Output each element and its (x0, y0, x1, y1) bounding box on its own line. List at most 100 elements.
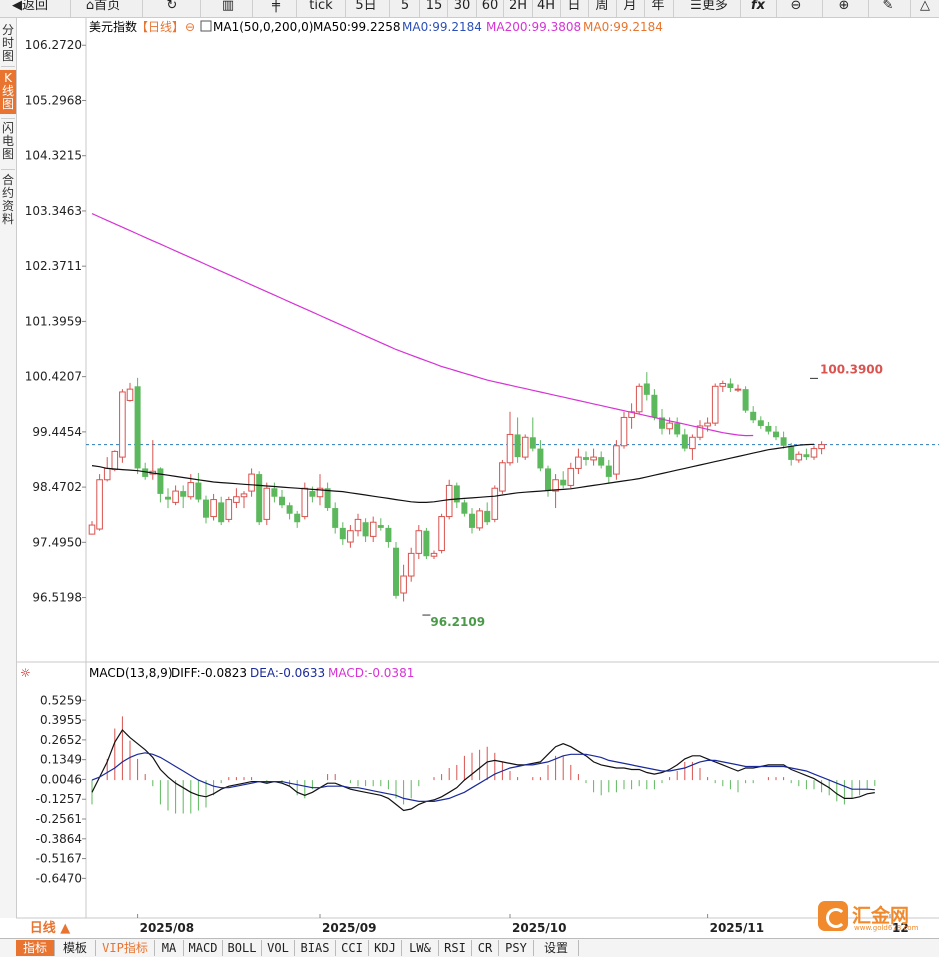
tab-lw[interactable]: LW& (402, 940, 439, 956)
price-tick-label: 98.4702 (32, 480, 82, 494)
candlestick-series[interactable] (88, 372, 825, 602)
candle-body (598, 457, 605, 466)
candle-body (788, 445, 795, 460)
legend-collapse-icon[interactable]: ⊖ (185, 20, 195, 34)
tick-button[interactable]: tick (309, 0, 333, 13)
indicator-selector-button[interactable]: ╪ (262, 0, 290, 17)
candle-body (810, 448, 818, 458)
period-month[interactable]: 月 (623, 0, 637, 13)
macd-settings-icon[interactable]: ☼ (20, 666, 31, 680)
tab-psy[interactable]: PSY (499, 940, 534, 956)
price-tick-label: 104.3215 (25, 149, 82, 163)
formula-button[interactable]: fx (750, 0, 766, 13)
bar-chart-icon: ▥ (221, 0, 235, 13)
candle-body (552, 479, 559, 492)
tab-indicators[interactable]: 指标 (16, 940, 55, 956)
period-day[interactable]: 日 (567, 0, 581, 13)
macd-tick-label: 0.0046 (40, 772, 82, 786)
tab-cr[interactable]: CR (472, 940, 499, 956)
candle-body (635, 385, 643, 413)
zoom-out-button[interactable]: ⊖ (786, 0, 806, 17)
candle-body (438, 516, 445, 552)
candle-body (279, 496, 285, 506)
legend-ma0: MA0:99.2184 (402, 20, 482, 34)
tab-settings[interactable]: 设置 (534, 940, 579, 956)
period-2h[interactable]: 2H (508, 0, 528, 13)
price-annotations: 100.3900 96.2109 (422, 362, 883, 629)
price-tick-label: 101.3959 (25, 314, 82, 328)
period-year[interactable]: 年 (651, 0, 665, 13)
candle-body (750, 411, 757, 421)
zoom-in-button[interactable]: ⊕ (834, 0, 854, 17)
indicator-icon (200, 20, 212, 32)
period-5day[interactable]: 5日 (355, 0, 377, 13)
candle-body (499, 462, 506, 492)
legend-macd-name: MACD(13,8,9) (89, 666, 173, 680)
home-button[interactable]: ⌂首页 (85, 0, 121, 13)
sidebar-item-contract-info[interactable]: 合约资料 (2, 173, 15, 226)
candle-body (316, 487, 324, 498)
candle-body (415, 530, 423, 554)
back-button[interactable]: ◀返回 (11, 0, 48, 13)
period-30min[interactable]: 30 (453, 0, 471, 13)
top-toolbar: ◀返回 ⌂首页 ↻ ▥ ╪ tick 5日 5 15 30 60 2H 4H 日… (0, 0, 939, 18)
candle-body (491, 487, 499, 520)
tab-ma[interactable]: MA (155, 940, 184, 956)
tab-rsi[interactable]: RSI (439, 940, 472, 956)
macd-tick-label: 0.1349 (40, 753, 82, 767)
candle-body (719, 382, 727, 387)
candle-body (385, 527, 392, 543)
candle-body (681, 434, 688, 449)
tab-kdj[interactable]: KDJ (369, 940, 402, 956)
period-tab[interactable]: 日线 ▲ (16, 920, 84, 938)
candle-body (514, 434, 521, 458)
candle-body (233, 496, 240, 503)
candle-body (674, 423, 681, 435)
period-15min[interactable]: 15 (425, 0, 443, 13)
period-60min[interactable]: 60 (481, 0, 499, 13)
tab-cci[interactable]: CCI (336, 940, 369, 956)
sidebar-item-timeshare[interactable]: 分时图 (2, 23, 15, 63)
tab-vip-indicators[interactable]: VIP指标 (96, 940, 155, 956)
tab-bias[interactable]: BIAS (295, 940, 336, 956)
candle-body (111, 450, 119, 471)
date-tick-label: 2025/08 (140, 921, 194, 935)
candle-body (567, 467, 575, 486)
date-tick-label: 2025/10 (512, 921, 566, 935)
price-tick-label: 105.2968 (25, 93, 82, 107)
tab-templates[interactable]: 模板 (55, 940, 96, 956)
period-week[interactable]: 周 (595, 0, 609, 13)
candle-body (765, 425, 772, 432)
date-axis: 2025/08 2025/09 2025/10 2025/11 12 (137, 914, 909, 935)
sidebar-item-lightning[interactable]: 闪电图 (2, 121, 15, 161)
candle-body (347, 530, 354, 543)
candle-body (256, 474, 263, 523)
low-label: 96.2109 (430, 615, 485, 629)
period-selector-button[interactable]: ▥ (214, 0, 242, 17)
brand-logo: 汇金网 www.gold678.com (818, 899, 933, 935)
sidebar-item-kline[interactable]: K线图 (0, 70, 16, 114)
refresh-button[interactable]: ↻ (160, 0, 184, 17)
candle-body (240, 493, 248, 498)
draw-button[interactable]: ✎ (878, 0, 898, 17)
period-4h[interactable]: 4H (536, 0, 556, 13)
period-5min[interactable]: 5 (400, 0, 410, 13)
candle-body (339, 527, 346, 540)
more-button[interactable]: ☰更多 (690, 0, 728, 13)
candle-body (613, 445, 620, 475)
tab-macd[interactable]: MACD (184, 940, 223, 956)
candle-body (818, 444, 825, 450)
tab-vol[interactable]: VOL (262, 940, 295, 956)
main-chart-grid (16, 18, 939, 919)
candle-body (795, 453, 803, 461)
candle-body (423, 530, 430, 557)
tab-boll[interactable]: BOLL (223, 940, 262, 956)
legend-ma50: MA50:99.2258 (313, 20, 401, 34)
refresh-icon: ↻ (166, 0, 178, 13)
candle-body (469, 513, 475, 528)
candle-body (476, 510, 483, 529)
candle-body (362, 522, 369, 537)
collapse-button[interactable]: △ (914, 0, 936, 17)
price-tick-label: 103.3463 (25, 204, 82, 218)
